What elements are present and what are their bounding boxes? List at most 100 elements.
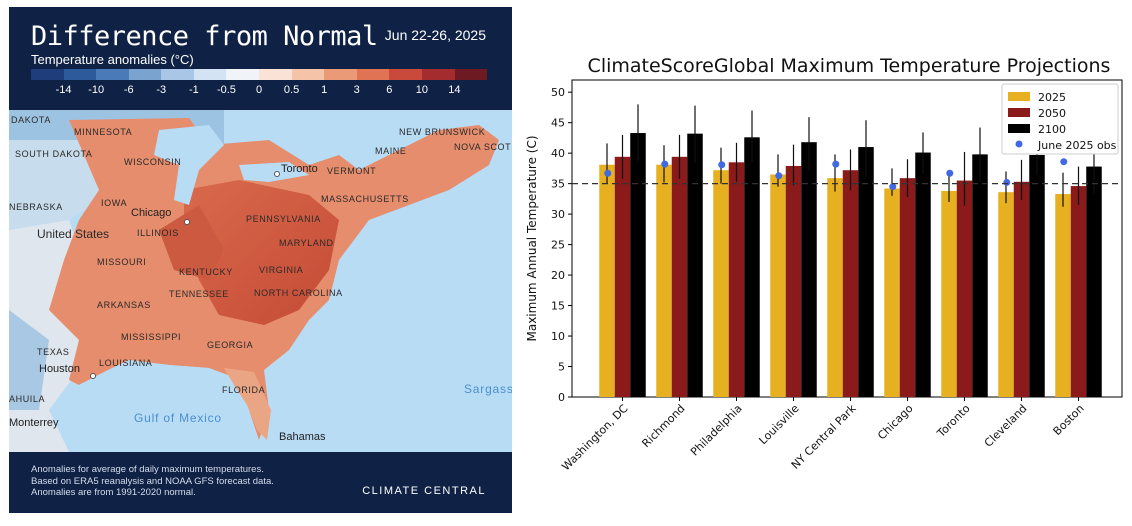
state-label: VIRGINIA xyxy=(259,265,303,275)
observation-point xyxy=(775,172,783,180)
legend-swatch xyxy=(421,69,455,80)
gulf-shape xyxy=(39,360,259,452)
x-tick-label: Toronto xyxy=(934,402,973,441)
bar-2025 xyxy=(827,178,843,397)
y-tick-label: 35 xyxy=(551,178,565,191)
brand-name: CLIMATE CENTRAL xyxy=(362,485,486,497)
legend-swatch xyxy=(96,69,129,80)
map-image: DAKOTA MINNESOTA SOUTH DAKOTA WISCONSIN … xyxy=(9,110,512,452)
footer-line: Anomalies are from 1991-2020 normal. xyxy=(31,487,196,498)
state-label: MAINE xyxy=(375,146,407,156)
mexico-land-shape xyxy=(9,410,69,452)
legend-label: -14 xyxy=(55,84,72,96)
state-label: KENTUCKY xyxy=(179,267,233,277)
bar-2100 xyxy=(858,147,874,397)
bar-2050 xyxy=(671,156,688,397)
y-tick-label: 30 xyxy=(551,208,565,221)
legend-label: 1 xyxy=(321,84,328,96)
bar-2025 xyxy=(941,190,957,397)
observation-point xyxy=(832,160,840,168)
state-label: WISCONSIN xyxy=(124,157,181,167)
state-label: NORTH CAROLINA xyxy=(254,288,343,298)
bar-2100 xyxy=(630,133,646,397)
bar-2050 xyxy=(1013,181,1030,397)
legend-label: 0.5 xyxy=(283,84,300,96)
legend-label: -3 xyxy=(156,84,167,96)
city-marker xyxy=(90,373,96,379)
state-label: PENNSYLVANIA xyxy=(246,214,321,224)
legend-obs-marker xyxy=(1015,140,1023,148)
x-tick-label: Washington, DC xyxy=(559,402,630,473)
state-label: MARYLAND xyxy=(279,238,334,248)
legend-label: 10 xyxy=(415,84,428,96)
lake-erie-shape xyxy=(239,162,309,182)
state-label: GEORGIA xyxy=(207,340,253,350)
legend-swatch xyxy=(128,69,162,80)
bar-2100 xyxy=(1029,154,1045,397)
bar-2050 xyxy=(956,180,973,397)
bar-2025 xyxy=(1055,193,1071,397)
brand-logo: CLIMATE CENTRAL xyxy=(362,485,486,497)
state-label: ILLINOIS xyxy=(137,228,179,238)
florida-shape xyxy=(224,368,271,440)
legend-label: -1 xyxy=(188,84,199,96)
legend-label: -6 xyxy=(123,84,134,96)
bar-2025 xyxy=(713,170,729,397)
temperature-anomaly-map: Difference from Normal Jun 22-26, 2025 T… xyxy=(9,7,512,513)
x-tick-label: Cleveland xyxy=(982,402,1030,450)
state-label: TENNESSEE xyxy=(169,289,229,299)
legend-label: -10 xyxy=(88,84,105,96)
bar-2050 xyxy=(614,156,631,397)
state-label: NEW BRUNSWICK xyxy=(399,127,485,137)
legend-label: June 2025 obs xyxy=(1037,139,1117,152)
map-date: Jun 22-26, 2025 xyxy=(384,27,486,43)
observation-point xyxy=(718,161,726,169)
bar-2050 xyxy=(842,170,859,397)
country-label: United States xyxy=(37,227,109,241)
state-label: DAKOTA xyxy=(11,115,51,125)
state-label: NEBRASKA xyxy=(9,202,63,212)
legend-swatch xyxy=(356,69,390,80)
state-label: NOVA SCOTIA xyxy=(454,142,512,152)
footer-line: Based on ERA5 reanalysis and NOAA GFS fo… xyxy=(31,475,274,487)
water-label: Sargasso Sea xyxy=(464,382,512,396)
y-tick-label: 40 xyxy=(551,147,565,160)
legend-swatch-2100 xyxy=(1008,124,1030,133)
legend-label: 2025 xyxy=(1038,91,1066,104)
bar-2100 xyxy=(801,142,817,397)
legend-label: 14 xyxy=(448,84,461,96)
chart-title: ClimateScoreGlobal Maximum Temperature P… xyxy=(587,55,1111,77)
y-tick-label: 45 xyxy=(551,117,565,130)
cool-region-south xyxy=(9,310,49,420)
x-tick-label: Philadelphia xyxy=(688,402,745,459)
state-label: IOWA xyxy=(101,198,127,208)
bar-2025 xyxy=(656,164,672,397)
legend-swatch xyxy=(324,69,357,80)
bar-2050 xyxy=(785,165,802,397)
city-label: Monterrey xyxy=(9,417,59,429)
observation-point xyxy=(1060,158,1068,166)
city-marker xyxy=(184,219,190,225)
x-tick-label: Louisville xyxy=(756,402,801,447)
observation-point xyxy=(661,160,669,168)
state-label: ARKANSAS xyxy=(97,300,151,310)
legend-swatch xyxy=(63,69,97,80)
bar-2100 xyxy=(687,133,703,397)
x-tick-label: Boston xyxy=(1051,402,1087,438)
x-tick-label: Chicago xyxy=(875,402,916,443)
legend-label: -0.5 xyxy=(216,84,236,96)
state-label: SOUTH DAKOTA xyxy=(15,149,93,159)
footer-line: Anomalies for average of daily maximum t… xyxy=(31,464,264,475)
great-lakes-shape xyxy=(154,125,224,205)
color-legend-bar xyxy=(31,69,488,80)
legend-swatch-2050 xyxy=(1008,108,1030,117)
y-tick-label: 10 xyxy=(551,330,565,343)
legend-swatch xyxy=(31,69,64,80)
water-label: Gulf of Mexico xyxy=(134,411,222,425)
bar-2100 xyxy=(744,137,760,398)
map-footer: Anomalies for average of daily maximum t… xyxy=(31,464,274,499)
x-tick-label: Richmond xyxy=(639,402,687,450)
city-label: Bahamas xyxy=(279,431,326,443)
legend-label: 6 xyxy=(386,84,393,96)
